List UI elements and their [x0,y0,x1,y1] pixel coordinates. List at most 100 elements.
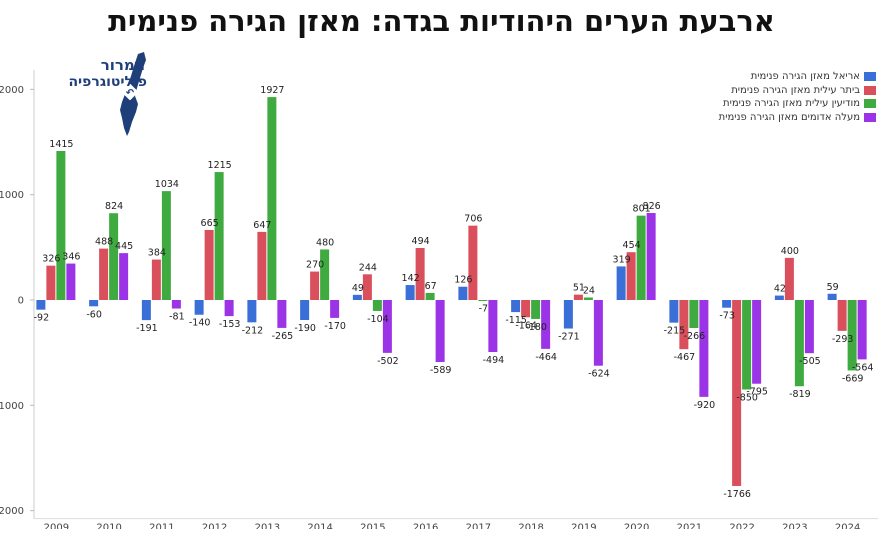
israel-map-icon: ↶ [120,52,146,136]
bar [563,300,573,329]
data-label: 1415 [49,139,73,150]
legend-swatch [864,99,876,109]
bar [141,300,151,321]
bar [458,286,468,300]
x-tick-label: 2012 [202,523,227,529]
y-tick-label: 0 [18,296,24,307]
bar [857,300,867,360]
data-label: 488 [95,237,113,248]
legend-swatch [864,72,876,82]
data-label: -1766 [723,489,751,500]
bar [626,252,636,300]
bar [804,300,814,354]
bar [636,215,646,300]
data-label: -164 [515,320,537,331]
bar [616,266,626,300]
bar-chart: -2000 -1000 0 1000 2000 2009 2010 2011 2012 2013 2… [0,70,878,533]
x-tick-label: 2015 [360,523,385,529]
bar [573,294,583,300]
bar [583,297,593,300]
data-label: 42 [774,284,786,295]
data-label: 346 [62,252,80,263]
bar [46,265,56,300]
bar [257,231,267,300]
data-label: -115 [505,315,527,326]
data-label: -669 [842,373,864,384]
legend-swatch [864,85,876,95]
bar [837,300,847,331]
data-label: 1927 [260,85,284,96]
data-label: 142 [402,273,420,284]
bar [699,300,709,397]
bar [794,300,804,387]
bar [468,225,478,300]
bar [478,300,488,301]
bar [425,292,435,300]
data-label: -795 [746,387,768,398]
data-label: 1034 [155,179,179,190]
data-label: -215 [664,326,686,337]
bar [774,295,784,300]
data-label: 706 [464,214,482,225]
bar [593,300,603,366]
data-label: 49 [352,283,364,294]
legend-label: ביתר עילית מאזן הגירה פנימית [731,84,860,96]
bar [415,247,425,300]
legend-label: מודיעין עילית מאזן הגירה פנימית [723,98,860,110]
data-label: -191 [136,323,158,334]
data-label: 801 [633,204,651,215]
bar [36,300,46,310]
legend-swatch [864,112,876,122]
bar [89,300,99,307]
x-tick-label: 2009 [44,523,69,529]
bar [531,300,541,319]
data-label: 454 [623,240,641,251]
legend-item: ביתר עילית מאזן הגירה פנימית [706,84,876,98]
logo-line2: פוליטוגרפיה [68,74,147,90]
data-label: 59 [827,282,839,293]
bar [742,300,752,390]
data-label: -180 [525,322,547,333]
data-label: 647 [253,220,271,231]
data-label: -7 [479,304,488,315]
data-label: 445 [115,241,133,252]
y-tick-label: -1000 [0,401,24,412]
data-label: -81 [169,312,185,323]
legend-item: מודיעין עילית מאזן הגירה פנימית [706,97,876,111]
data-label: -850 [736,393,758,404]
bar [56,151,66,300]
y-tick-label: -2000 [0,506,24,517]
data-label: -92 [34,313,50,324]
bar [784,257,794,300]
data-label: 480 [316,237,334,248]
bar [372,300,382,311]
data-label: 126 [454,275,472,286]
data-label: -104 [367,314,389,325]
bar [267,97,277,300]
bar [109,213,119,300]
bar [827,293,837,300]
y-tick-label: 1000 [0,190,24,201]
bar [247,300,257,323]
legend-item: מעלה אדומים מאזן הגירה פנימית [706,111,876,125]
x-tick-label: 2014 [307,523,332,529]
x-tick-label: 2022 [729,523,754,529]
x-tick-label: 2010 [96,523,121,529]
data-label: -464 [535,352,557,363]
data-label: -170 [324,321,346,332]
bar [300,300,310,321]
data-label: -505 [799,356,821,367]
x-tick-label: 2020 [624,523,649,529]
data-label: 270 [306,260,324,271]
x-tick-label: 2023 [782,523,807,529]
bar [277,300,287,328]
bar [362,274,372,300]
y-tick-label: 2000 [0,85,24,96]
logo: ↶ תמרור פוליטוגרפיה [40,52,165,137]
bar [847,300,857,371]
data-label: 494 [412,236,430,247]
bar [214,172,224,300]
bar [689,300,699,329]
data-label: -190 [294,323,316,334]
data-label: -212 [242,325,264,336]
